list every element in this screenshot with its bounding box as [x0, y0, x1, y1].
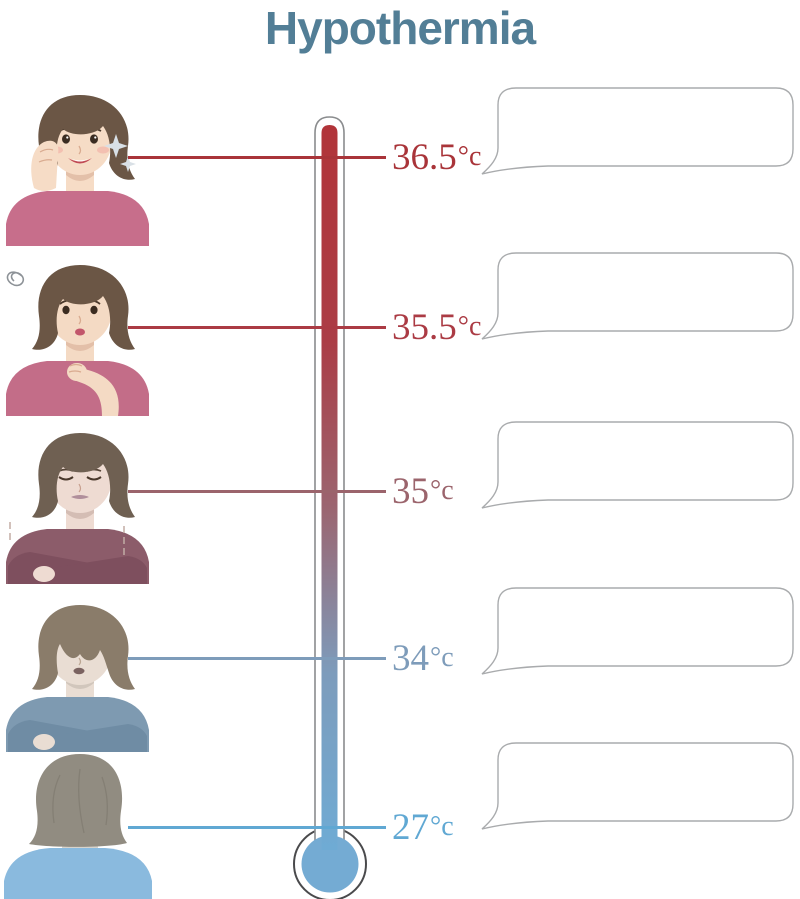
page-title: Hypothermia	[264, 2, 536, 54]
distress-squiggle-icon	[6, 271, 25, 287]
thermometer-mercury-column	[321, 125, 338, 850]
speech-bubble	[476, 418, 797, 510]
speech-bubble-text	[512, 598, 782, 656]
speech-bubble-text	[512, 753, 782, 811]
temperature-label: 27 °c	[392, 806, 454, 848]
speech-bubble-text	[512, 98, 782, 156]
temperature-line	[128, 656, 386, 660]
temperature-label: 35 °c	[392, 470, 454, 512]
speech-bubble	[476, 84, 797, 176]
drowsy-woman-head-lowered-illustration	[6, 605, 149, 752]
temperature-line	[128, 825, 386, 829]
speech-bubble-text	[512, 263, 782, 321]
shivering-woman-arms-crossed-illustration	[6, 433, 149, 584]
unconscious-woman-head-down-illustration	[4, 754, 152, 899]
speech-bubble	[476, 584, 797, 676]
temperature-label: 35.5 °c	[392, 306, 482, 348]
shiver-marks-icon	[9, 522, 125, 555]
sparkle-icon	[120, 156, 136, 172]
thermometer-bulb-fill	[301, 835, 359, 893]
speech-bubble	[476, 249, 797, 341]
temperature-line	[128, 489, 386, 493]
temperature-label: 36.5 °c	[392, 136, 482, 178]
healthy-smiling-woman-illustration	[6, 95, 149, 246]
speech-bubble-text	[512, 432, 782, 490]
temperature-line	[128, 325, 386, 329]
speech-bubble	[476, 739, 797, 831]
temperature-line	[128, 155, 386, 159]
temperature-label: 34 °c	[392, 637, 454, 679]
worried-woman-holding-shoulder-illustration	[6, 265, 149, 416]
sparkle-icon	[104, 134, 128, 158]
